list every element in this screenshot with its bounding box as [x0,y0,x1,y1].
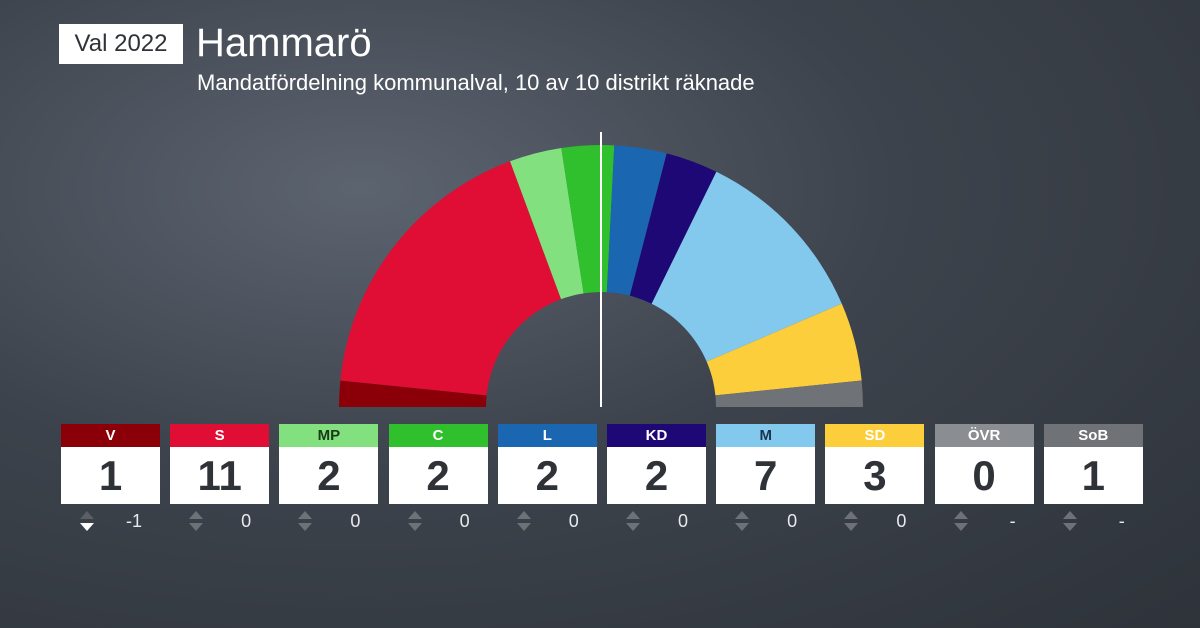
seat-change-value: - [1118,511,1125,531]
up-down-arrows-icon [189,511,204,531]
seat-change: 0 [170,508,269,536]
seat-count: 1 [61,447,160,504]
seat-change-value: 0 [568,511,579,531]
seat-change: 0 [498,508,597,536]
up-down-arrows-icon [844,511,859,531]
party-label: V [61,424,160,447]
party-label: SoB [1043,424,1143,447]
party-card-mp: MP 2 0 [279,424,379,536]
party-label: M [716,424,816,447]
party-card-sob: SoB 1 - [1043,424,1143,536]
party-label: C [388,424,488,447]
up-down-arrows-icon [1062,511,1077,531]
party-card-övr: ÖVR 0 - [934,424,1034,536]
seat-change-value: 0 [787,511,798,531]
party-label: MP [279,424,379,447]
seat-change: 0 [716,508,815,536]
seat-change: -1 [61,508,160,536]
seat-count: 0 [934,447,1034,504]
party-card-kd: KD 2 0 [607,424,706,536]
seat-change: - [1044,508,1143,536]
hemicycle-segment-kd [629,153,717,304]
hemicycle-segment-l [606,145,667,296]
seat-change-value: - [1009,511,1016,531]
seat-count: 1 [1043,447,1143,504]
party-label: ÖVR [934,424,1034,447]
hemicycle-segment-sob [715,380,863,407]
party-label: L [497,424,597,447]
party-cards: V 1 -1 S 11 0 MP 2 0 C 2 0 L 2 0 KD 2 0 M 7 0 SD 3 0 ÖVR 0- SoB 1- [61,424,1143,536]
arrow-down-icon [80,511,94,531]
seat-count: 2 [279,447,379,504]
seat-change-value: 0 [677,511,688,531]
seat-change: 0 [825,508,924,536]
page-subtitle: Mandatfördelning kommunalval, 10 av 10 d… [197,70,755,95]
hemicycle-segment-mp [510,148,584,300]
seat-change-value: 0 [241,511,252,531]
up-down-arrows-icon [407,511,422,531]
seat-change-value: 0 [459,511,470,531]
year-badge: Val 2022 [59,24,183,64]
seat-count: 2 [497,447,597,504]
seat-count: 3 [825,447,925,504]
up-down-arrows-icon [516,511,531,531]
up-down-arrows-icon [626,511,640,531]
hemicycle-segment-m [651,171,842,362]
seat-count: 2 [388,447,488,504]
seat-change-value: 0 [896,511,907,531]
hemicycle-segment-s [340,161,562,396]
seat-change: - [935,508,1034,536]
seat-count: 2 [607,447,706,504]
hemicycle-segment-v [339,380,487,407]
party-label: SD [825,424,925,447]
up-down-arrows-icon [298,511,313,531]
up-down-arrows-icon [953,511,968,531]
party-card-v: V 1 -1 [61,424,160,536]
seat-change-value: 0 [350,511,361,531]
seat-change: 0 [279,508,378,536]
seat-change: 0 [389,508,488,536]
party-card-sd: SD 3 0 [825,424,925,536]
page-title: Hammarö [196,21,372,65]
up-down-arrows-icon [735,511,750,531]
seat-change: 0 [607,508,706,536]
seat-change-value: -1 [125,511,142,531]
seat-count: 7 [716,447,816,504]
party-card-s: S 11 0 [170,424,270,536]
seat-count: 11 [170,447,270,504]
hemicycle-segment-sd [706,303,862,396]
party-label: S [170,424,270,447]
party-label: KD [607,424,706,447]
